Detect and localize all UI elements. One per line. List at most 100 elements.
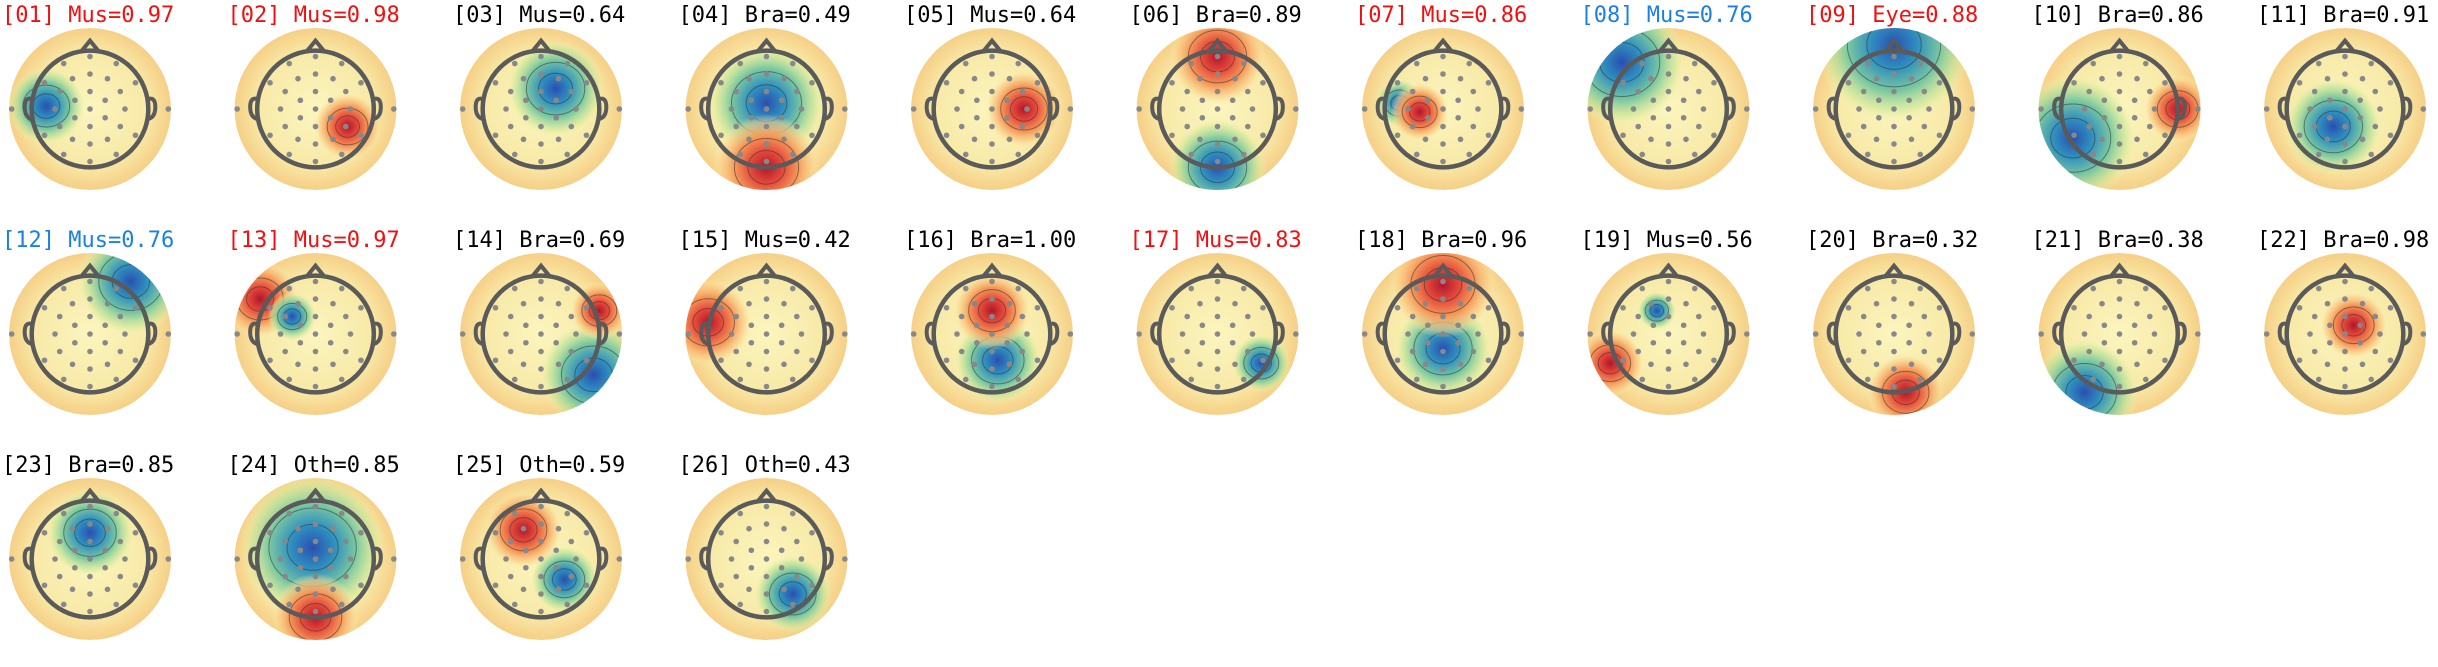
electrode [117, 538, 124, 545]
ear [699, 96, 709, 121]
electrode [87, 88, 93, 95]
electrode [2342, 366, 2348, 372]
electrode [2090, 285, 2097, 292]
electrode [538, 313, 544, 320]
electrode [1876, 339, 1882, 346]
electrode [794, 123, 800, 130]
electrode [2151, 106, 2158, 112]
electrode [60, 601, 67, 608]
component-title: [07] Mus=0.86 [1355, 3, 1527, 28]
contour-line [2303, 99, 2363, 154]
electrode [2101, 322, 2108, 329]
electrode [1422, 136, 1429, 143]
head-outline [480, 48, 602, 170]
electrode [789, 510, 796, 517]
electrode [2420, 106, 2427, 112]
contour-line [1866, 28, 1922, 70]
electrode [1650, 97, 1657, 104]
electrode [737, 151, 744, 158]
nose [79, 37, 101, 53]
electrode [338, 510, 345, 517]
electrode [312, 158, 319, 165]
electrode [2134, 361, 2140, 368]
electrode [41, 132, 48, 139]
electrode [553, 114, 559, 121]
electrode [492, 582, 499, 589]
contour-line [1846, 28, 1942, 88]
electrode [733, 348, 739, 355]
electrode [267, 79, 273, 86]
electrode [338, 285, 345, 292]
contour-line [2038, 103, 2112, 173]
electrode [1856, 106, 1862, 112]
electrode [2359, 361, 2366, 368]
electrode [2307, 331, 2313, 337]
electrode [685, 331, 691, 337]
component: [18] Bra=0.96 [1355, 228, 1527, 415]
electrode [2342, 53, 2348, 60]
electrode [511, 285, 518, 292]
electrode [117, 348, 124, 355]
electrode [1665, 106, 1672, 112]
electrode [781, 75, 787, 82]
electrode [568, 573, 575, 580]
electrode [553, 547, 559, 554]
electrode [1680, 97, 1687, 104]
electrode [2081, 331, 2088, 337]
electrode [1891, 278, 1897, 285]
ear [248, 96, 258, 121]
electrode [507, 348, 514, 355]
ear [1951, 96, 1962, 121]
electrode [2387, 304, 2394, 311]
electrode [958, 313, 965, 320]
electrode [87, 71, 93, 77]
ear [1375, 321, 1386, 346]
electrode [1683, 300, 1689, 307]
ear [2402, 321, 2413, 346]
electrode [2315, 285, 2322, 292]
electrode [564, 60, 571, 67]
electrode [347, 106, 354, 112]
electrode [718, 79, 724, 86]
electrode [1394, 79, 1401, 86]
electrode [282, 313, 288, 320]
electrode [1917, 376, 1924, 383]
electrode [1665, 141, 1672, 147]
electrode [1413, 60, 1420, 67]
electrode [954, 106, 960, 112]
electrode [1812, 106, 1819, 112]
ear [924, 96, 935, 121]
electrode [1891, 106, 1897, 112]
electrode [1860, 348, 1867, 355]
electrode [87, 521, 93, 527]
electrode [56, 348, 63, 355]
head-outline [1833, 273, 1955, 395]
electrode [748, 322, 755, 329]
electrode [1214, 383, 1221, 390]
electrode [989, 88, 995, 95]
electrode [327, 322, 334, 329]
electrode [1413, 376, 1420, 383]
electrode [1665, 71, 1672, 77]
electrode [763, 556, 770, 562]
electrode [2342, 123, 2348, 130]
electrode [748, 339, 755, 346]
electrode [1229, 322, 1236, 329]
electrode [286, 60, 293, 67]
electrode [2099, 361, 2105, 368]
electrode [1906, 97, 1912, 104]
head-outline [705, 273, 828, 395]
electrode [1921, 123, 1928, 130]
electrode [2324, 300, 2331, 307]
electrode [52, 106, 58, 112]
ear [1726, 321, 1736, 346]
electrode [842, 106, 848, 112]
ear [824, 546, 834, 571]
electrode [1620, 79, 1626, 86]
nose [304, 37, 327, 53]
electrode [1683, 361, 1689, 368]
electrode [56, 573, 63, 580]
component-title: [22] Bra=0.98 [2257, 228, 2429, 253]
electrode [104, 300, 111, 307]
ear [1601, 321, 1611, 346]
